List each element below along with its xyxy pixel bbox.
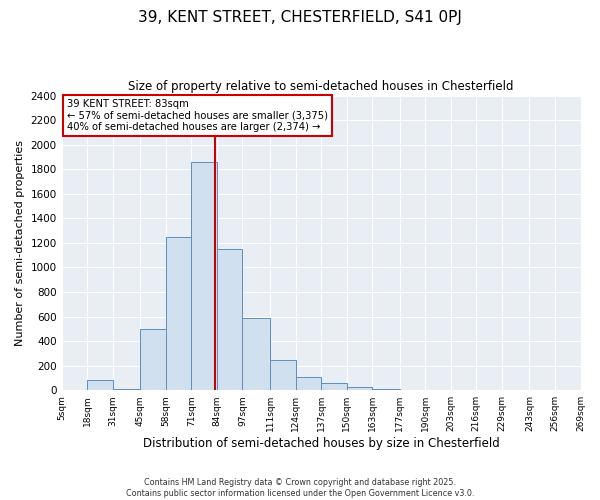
Bar — [217, 249, 242, 390]
Bar — [270, 360, 296, 390]
Bar — [372, 389, 400, 390]
Bar — [191, 162, 217, 390]
Bar — [296, 376, 321, 390]
Text: 39, KENT STREET, CHESTERFIELD, S41 0PJ: 39, KENT STREET, CHESTERFIELD, S41 0PJ — [138, 10, 462, 25]
Bar — [166, 236, 191, 390]
X-axis label: Distribution of semi-detached houses by size in Chesterfield: Distribution of semi-detached houses by … — [143, 437, 499, 450]
Bar — [347, 386, 372, 390]
Text: Contains HM Land Registry data © Crown copyright and database right 2025.
Contai: Contains HM Land Registry data © Crown c… — [126, 478, 474, 498]
Bar — [113, 389, 140, 390]
Bar — [321, 382, 347, 390]
Text: 39 KENT STREET: 83sqm
← 57% of semi-detached houses are smaller (3,375)
40% of s: 39 KENT STREET: 83sqm ← 57% of semi-deta… — [67, 98, 328, 132]
Bar — [87, 380, 113, 390]
Bar — [242, 318, 270, 390]
Title: Size of property relative to semi-detached houses in Chesterfield: Size of property relative to semi-detach… — [128, 80, 514, 93]
Bar — [140, 329, 166, 390]
Y-axis label: Number of semi-detached properties: Number of semi-detached properties — [15, 140, 25, 346]
